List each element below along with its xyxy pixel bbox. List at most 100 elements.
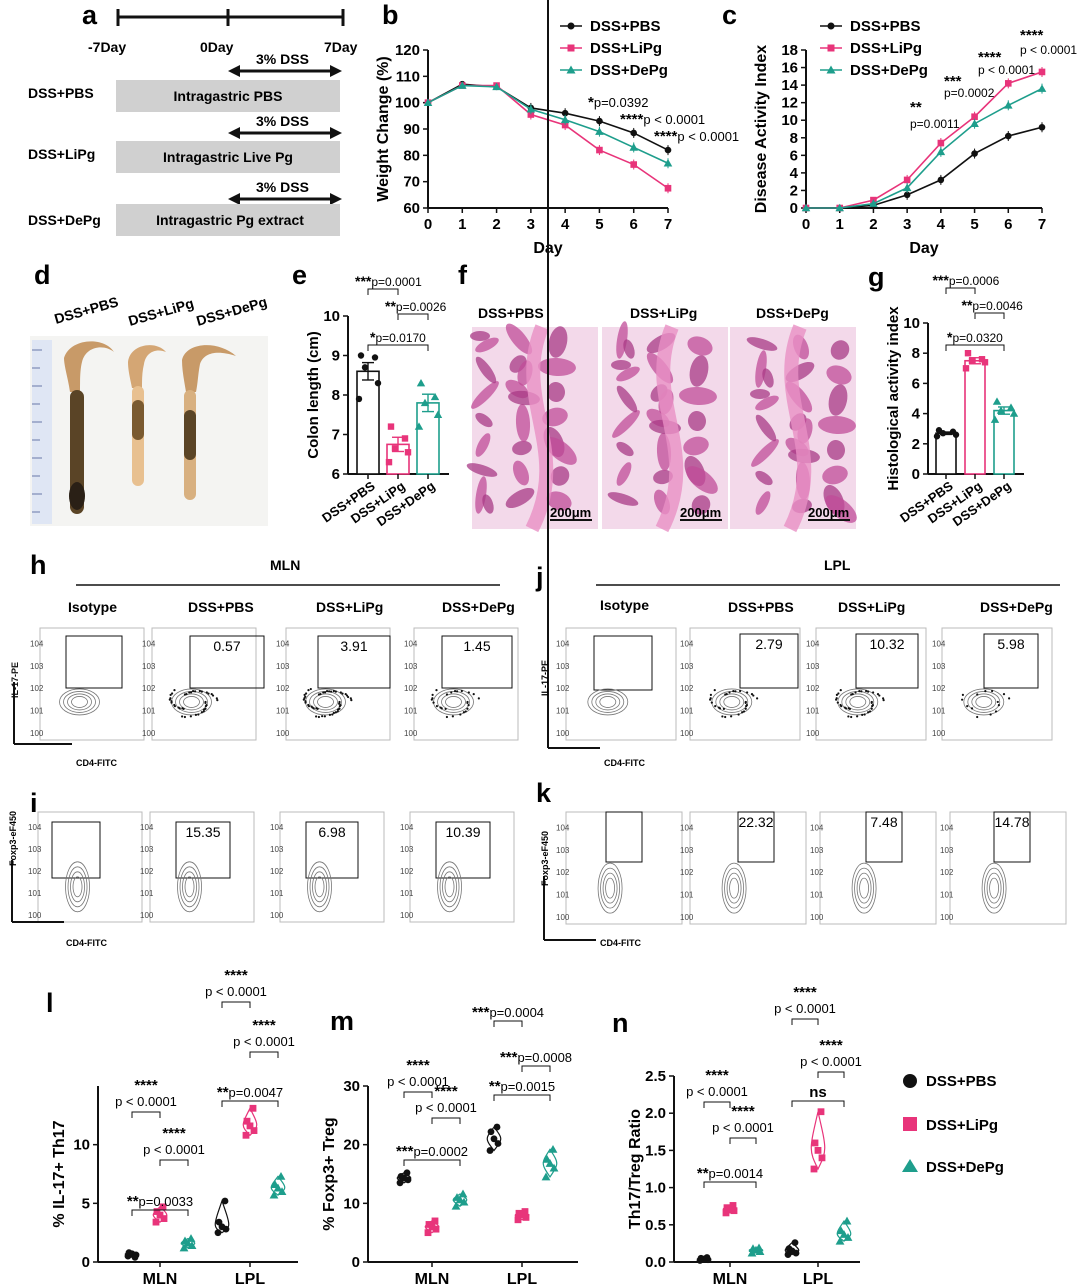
y-tick-label: 6: [912, 375, 920, 392]
flow-event-dot: [467, 704, 470, 707]
significance-annotation: **p=0.0046: [962, 297, 1024, 313]
flow-contour: [845, 693, 871, 711]
data-point: [810, 1165, 818, 1173]
significance-stars: ***: [944, 73, 962, 90]
significance-bracket: [397, 313, 429, 320]
data-point: [459, 1197, 469, 1206]
data-point: [452, 1193, 462, 1201]
flow-event-dot: [756, 697, 759, 700]
significance-annotation: ***p=0.0004: [472, 1004, 544, 1021]
flow-gate-value: 10.32: [869, 636, 904, 652]
flow-event-dot: [861, 713, 864, 716]
flow-gate-value: 6.98: [318, 824, 345, 840]
flow-event-dot: [211, 694, 215, 697]
y-tick-label: 0: [790, 200, 798, 217]
flow-axis-tick: 104: [270, 823, 284, 832]
tissue-muscle-layer: [655, 324, 684, 533]
y-tick-label: 0: [912, 466, 920, 483]
data-point: [936, 147, 946, 156]
significance-p-value: p < 0.0001: [712, 1120, 774, 1135]
flow-gate-value: 5.98: [997, 636, 1024, 652]
data-point: [996, 406, 1006, 414]
y-tick-label: 0: [82, 1254, 90, 1271]
significance-p-value: p < 0.0001: [205, 984, 267, 999]
y-tick-label: 10: [343, 1195, 360, 1212]
flow-contour: [67, 693, 92, 711]
y-tick-label: 4: [912, 406, 921, 423]
data-point: [1038, 68, 1046, 76]
flow-event-dot: [210, 693, 213, 696]
flow-event-dot: [459, 713, 462, 716]
legend-label: DSS+DePg: [850, 62, 928, 79]
x-tick-label: 2: [869, 216, 877, 233]
y-tick-label: 6: [332, 466, 340, 483]
y-axis-label: Weight Change (%): [375, 56, 392, 201]
x-tick-label: 3: [903, 216, 911, 233]
tissue-crypt: [755, 470, 773, 486]
flow-axis-tick: 102: [404, 684, 418, 693]
tissue-crypt: [616, 366, 640, 382]
flow-contour: [309, 866, 330, 908]
shared-legend: DSS+PBS DSS+LiPg DSS+DePg: [902, 1073, 1004, 1176]
group-label: DSS+DePg: [28, 212, 101, 228]
data-point: [250, 1127, 258, 1134]
flow-axes: IL-17-PE CD4-FITC Foxp3-eF450 CD4-FITC I…: [8, 0, 645, 948]
flow-event-dot: [835, 693, 838, 696]
significance-annotation: **p=0.0015: [489, 1078, 555, 1095]
data-point: [416, 378, 426, 387]
flow-event-dot: [976, 693, 979, 696]
data-point: [424, 1229, 432, 1237]
tissue-crypt: [612, 410, 640, 438]
data-point: [723, 1204, 731, 1212]
significance-p-value: p < 0.0001: [978, 63, 1035, 77]
data-point: [811, 1139, 819, 1147]
significance-p-value: p < 0.0001: [233, 1034, 295, 1049]
flow-gate: [737, 811, 775, 863]
flow-contour: [72, 876, 83, 898]
flow-event-dot: [202, 708, 206, 711]
x-tick-label: LPL: [235, 1271, 265, 1288]
flow-event-dot: [713, 689, 716, 692]
data-point: [153, 1208, 161, 1215]
treatment-bar: [116, 80, 340, 112]
flow-contour: [437, 861, 462, 913]
data-point: [560, 115, 570, 124]
x-tick-label: 5: [970, 216, 978, 233]
data-point: [747, 1248, 757, 1257]
significance-bracket: [249, 1051, 279, 1058]
histology-label: DSS+DePg: [756, 305, 829, 321]
flow-event-dot: [327, 690, 331, 693]
y-axis-label: % IL-17+ Th17: [51, 1120, 68, 1227]
data-point: [814, 1147, 822, 1154]
data-point: [420, 398, 430, 407]
flow-header: DSS+PBS: [728, 599, 794, 615]
flow-gate: [51, 821, 101, 879]
flow-gate: [993, 811, 1031, 863]
significance-annotation: ****p < 0.0001: [620, 111, 705, 128]
y-axis-label: Th17/Treg Ratio: [627, 1109, 644, 1229]
y-tick-label: 0: [352, 1254, 360, 1271]
y-tick-label: 5: [82, 1195, 90, 1212]
flow-axis-tick: 102: [270, 867, 284, 876]
flow-event-dot: [189, 691, 193, 694]
flow-contour: [963, 688, 1005, 716]
flow-axis-tick: 103: [810, 846, 824, 855]
panel-label-i: i: [30, 788, 38, 818]
flow-event-dot: [169, 693, 172, 696]
significance-bracket: [403, 1159, 461, 1166]
flow-contour: [59, 688, 100, 716]
flow-axis-tick: 100: [932, 729, 946, 738]
flow-axis-tick: 104: [556, 823, 570, 832]
flow-axis-tick: 101: [680, 707, 694, 716]
panel-label-n: n: [612, 1008, 629, 1038]
data-point: [355, 395, 363, 403]
flow-axis-tick: 101: [30, 707, 44, 716]
x-tick-label: MLN: [143, 1271, 178, 1288]
flow-event-dot: [339, 691, 342, 694]
data-point: [595, 127, 604, 135]
legend-label: DSS+DePg: [590, 62, 668, 79]
data-point: [952, 431, 960, 438]
legend-marker: [827, 22, 835, 30]
significance-bracket: [521, 1065, 551, 1072]
x-tick-label: 0: [424, 216, 432, 233]
